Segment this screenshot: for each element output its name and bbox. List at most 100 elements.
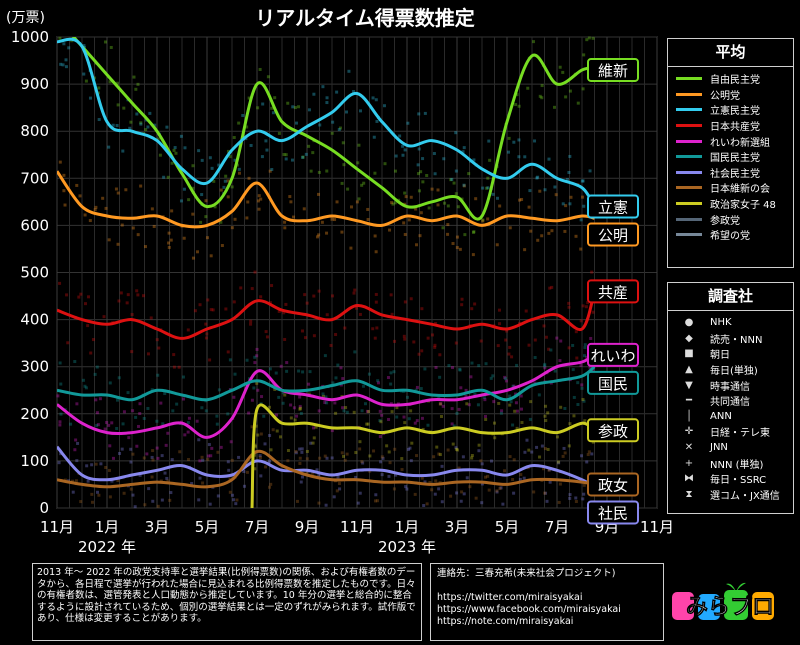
poll-point [264,330,268,334]
poll-point [232,300,236,304]
x-tick-label: 3月 [145,518,170,536]
poll-point [499,411,503,415]
poll-point [412,340,416,344]
poll-point [481,219,485,223]
poll-point [455,491,459,495]
poll-point [398,134,402,138]
poll-point [90,492,94,496]
poll-point [253,443,257,447]
poll-point [245,216,249,220]
poll-point [522,476,526,480]
poll-point [288,195,292,199]
poll-point [298,447,302,451]
poll-point [527,205,531,209]
poll-point [409,195,413,199]
poll-point [115,123,119,127]
poll-point [498,204,502,208]
poll-point [307,382,311,386]
poll-point [559,405,563,409]
legend-label: 政治家女子 48 [710,200,776,212]
poll-point [311,441,315,445]
poll-point [581,195,585,199]
poll-point [94,398,98,402]
poll-point [395,415,399,419]
poll-point [392,487,396,491]
poll-point [571,343,575,347]
poll-point [155,338,159,342]
poll-point [233,217,237,221]
poll-point [187,198,191,202]
average-legend-item: 自由民主党 [668,71,793,87]
poll-point [582,483,586,487]
poll-point [167,231,171,235]
poll-point [512,458,516,462]
poll-point [443,201,447,205]
y-axis-label: (万票) [6,10,45,26]
series-tag: 政女 [587,472,639,497]
poll-point [271,111,275,115]
poll-point [473,302,477,306]
survey-legend: 調査社 ● NHK ◆ 読売・NNN ■ 朝日 ▲ 毎日(単独) ▼ 時事通信 ━ 共同通信 │ ANN ✛… [667,282,794,514]
poll-point [568,496,572,500]
poll-point [400,468,404,472]
poll-point [357,143,361,147]
poll-point [341,406,345,410]
poll-point [264,139,268,143]
poll-point [249,322,253,326]
survey-marker-icon: ✛ [684,426,694,438]
legend-label: 読売・NNN [710,334,763,346]
poll-point [258,456,262,460]
poll-point [198,303,202,307]
poll-point [579,363,583,367]
chart-title: リアルタイム得票数推定 [255,6,474,30]
poll-point [555,435,559,439]
poll-point [338,126,342,130]
poll-point [407,218,411,222]
y-tick-label: 200 [20,405,49,423]
poll-point [116,242,120,246]
poll-point [515,93,519,97]
poll-point [253,453,257,457]
poll-point [222,185,226,189]
survey-legend-item: ⧓ 毎日・SSRC [668,471,793,487]
poll-point [526,86,530,90]
poll-point [343,326,347,330]
poll-point [340,230,344,234]
poll-point [90,500,94,504]
poll-point [256,106,260,110]
poll-point [446,232,450,236]
poll-point [339,383,343,387]
poll-point [209,454,213,458]
poll-point [294,121,298,125]
poll-point [354,451,358,455]
link-facebook[interactable]: https://www.facebook.com/miraisyakai [437,604,621,615]
poll-point [589,336,593,340]
link-twitter[interactable]: https://twitter.com/miraisyakai [437,592,583,603]
poll-point [107,238,111,242]
poll-point [205,236,209,240]
poll-point [501,502,505,506]
poll-point [390,201,394,205]
poll-point [530,450,534,454]
poll-point [232,395,236,399]
x-tick-label: 11月 [640,518,674,536]
poll-point [470,307,474,311]
poll-point [110,479,114,483]
series-tag-label: 公明 [598,227,628,245]
poll-point [97,118,101,122]
poll-point [275,429,279,433]
poll-point [428,480,432,484]
poll-point [403,191,407,195]
legend-label: 参政党 [710,215,740,227]
poll-point [292,215,296,219]
poll-point [381,456,385,460]
poll-point [450,177,454,181]
link-note[interactable]: https://note.com/miraisyakai [437,616,574,627]
poll-point [331,120,335,124]
legend-swatch [676,77,702,81]
poll-point [462,184,466,188]
poll-point [102,315,106,319]
poll-point [177,365,181,369]
poll-point [298,456,302,460]
poll-point [549,348,553,352]
